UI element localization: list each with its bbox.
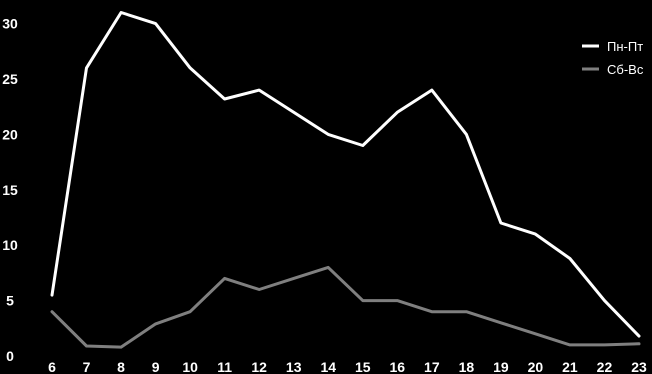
- x-tick-label: 18: [459, 359, 475, 374]
- series-lines: [50, 11, 641, 349]
- x-tick-label: 23: [631, 359, 647, 374]
- x-tick-label: 15: [355, 359, 371, 374]
- x-tick-label: 16: [390, 359, 406, 374]
- x-tick-label: 19: [493, 359, 509, 374]
- x-tick-label: 10: [182, 359, 198, 374]
- legend: Пн-Пт Сб-Вс: [582, 39, 644, 77]
- y-tick-label: 10: [2, 237, 18, 253]
- series-line-1: [50, 11, 641, 338]
- x-tick-label: 12: [251, 359, 267, 374]
- y-tick-label: 20: [2, 126, 18, 142]
- x-tick-label: 7: [83, 359, 91, 374]
- x-tick-label: 17: [424, 359, 440, 374]
- x-tick-label: 20: [528, 359, 544, 374]
- x-tick-label: 6: [48, 359, 56, 374]
- y-tick-label: 0: [6, 348, 14, 364]
- x-tick-label: 8: [117, 359, 125, 374]
- series-line-2: [50, 265, 641, 349]
- y-axis-tick-labels: 0 5 10 15 20 25 30: [2, 16, 18, 364]
- x-tick-label: 13: [286, 359, 302, 374]
- x-axis-tick-labels: 6 7 8 9 10 11 12 13 14 15 16 17 18 19 20 21 22 23: [48, 359, 647, 374]
- y-tick-label: 15: [2, 182, 18, 198]
- legend-label: Пн-Пт: [607, 39, 643, 54]
- x-tick-label: 21: [562, 359, 578, 374]
- x-tick-label: 11: [217, 359, 232, 374]
- legend-label: Сб-Вс: [607, 62, 644, 77]
- y-tick-label: 5: [6, 293, 14, 309]
- x-tick-label: 22: [597, 359, 613, 374]
- x-tick-label: 14: [320, 359, 336, 374]
- y-tick-label: 30: [2, 16, 18, 32]
- y-tick-label: 25: [2, 71, 18, 87]
- x-tick-label: 9: [152, 359, 160, 374]
